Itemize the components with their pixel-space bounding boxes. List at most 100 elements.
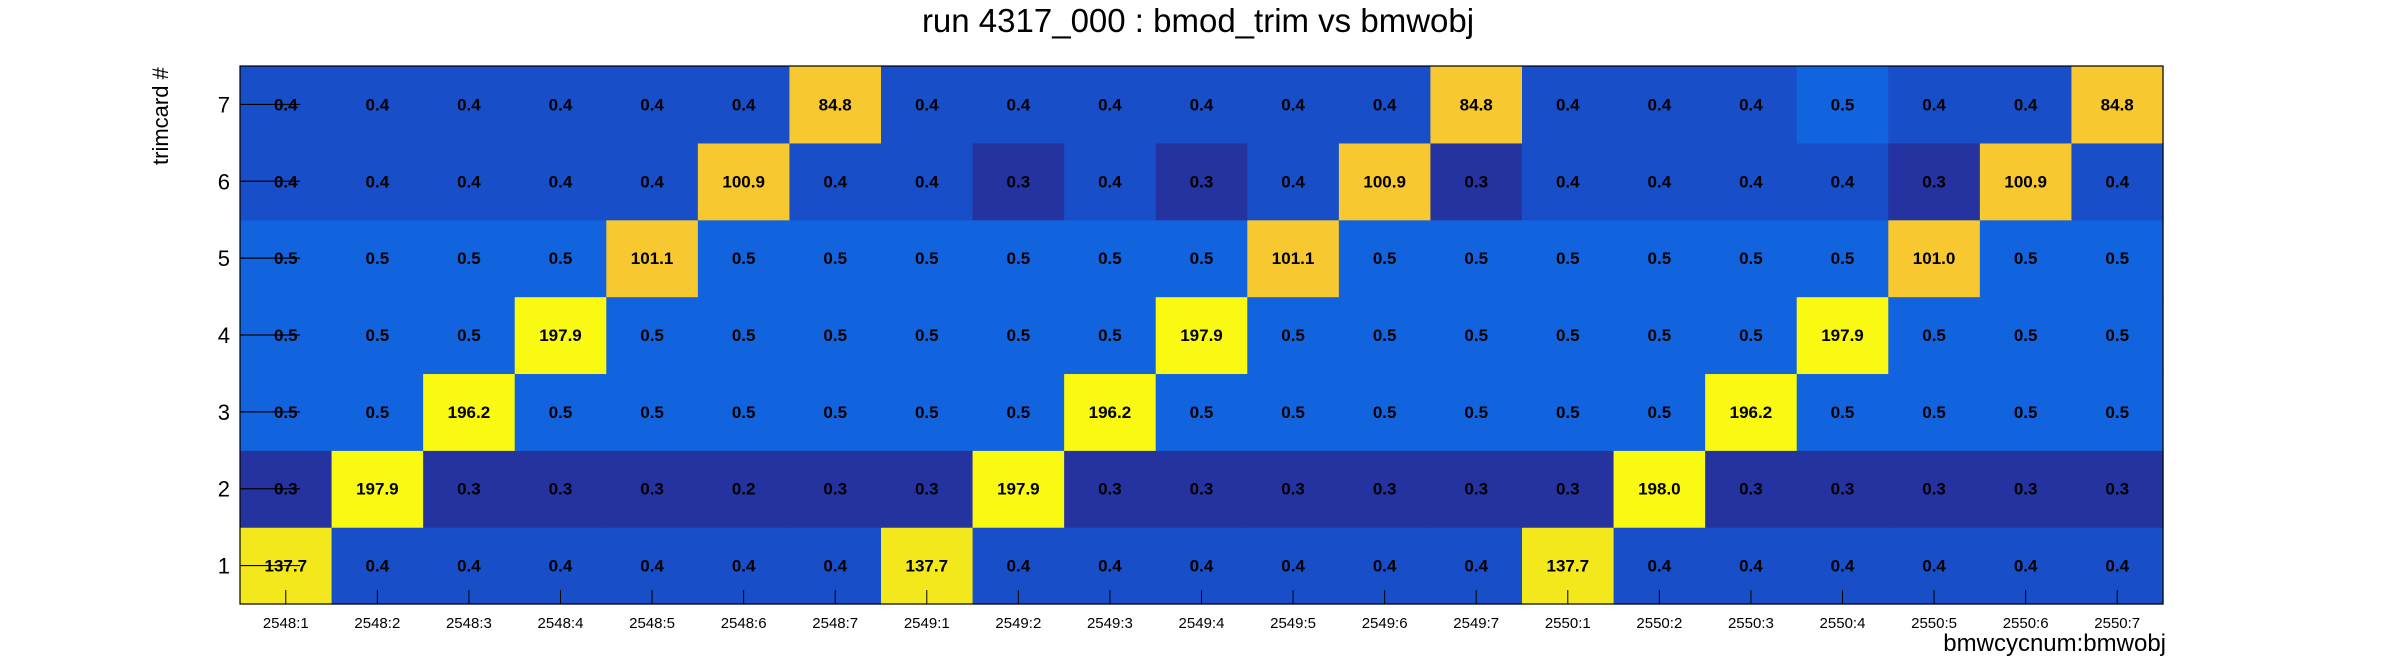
cell-value-label: 0.4 (640, 172, 664, 191)
heatmap-cell (1522, 450, 1615, 528)
heatmap-cell (1613, 219, 1706, 298)
cell-value-label: 0.3 (2014, 480, 2038, 499)
heatmap-cell (331, 296, 424, 375)
heatmap-cell (606, 450, 699, 528)
heatmap-cell (1979, 66, 2073, 144)
cell-value-label: 0.4 (1556, 172, 1580, 191)
cell-value-label: 0.5 (457, 326, 481, 345)
cell-value-label: 0.5 (1007, 403, 1031, 422)
x-tick-label: 2549:5 (1270, 615, 1316, 632)
heatmap-cell (972, 373, 1065, 451)
cell-value-label: 0.4 (457, 172, 481, 191)
cell-value-label: 0.4 (2105, 557, 2129, 576)
heatmap-cell (1705, 142, 1798, 221)
heatmap-cell (2071, 296, 2164, 375)
heatmap-cell (331, 142, 424, 221)
x-tick-label: 2548:7 (812, 615, 858, 632)
cell-value-label: 0.3 (2105, 480, 2129, 499)
heatmap-cell (2071, 66, 2164, 144)
cell-value-label: 0.5 (1190, 249, 1214, 268)
heatmap-cell (331, 219, 424, 298)
heatmap-cell (1155, 373, 1248, 451)
cell-value-label: 0.5 (1281, 326, 1305, 345)
cell-value-label: 0.4 (1281, 95, 1305, 114)
heatmap-cell (1338, 373, 1432, 451)
cell-value-label: 197.9 (997, 480, 1040, 499)
cell-value-label: 0.5 (1739, 249, 1763, 268)
cell-value-label: 0.4 (1556, 95, 1580, 114)
heatmap-cell (1613, 450, 1706, 528)
cell-value-label: 0.5 (1373, 403, 1397, 422)
cell-value-label: 0.5 (915, 403, 939, 422)
cell-value-label: 100.9 (2004, 172, 2047, 191)
cell-value-label: 0.4 (640, 557, 664, 576)
heatmap-cell (2071, 142, 2164, 221)
x-tick-label: 2549:4 (1179, 615, 1225, 632)
heatmap-cell (2071, 450, 2164, 528)
cell-value-label: 0.3 (1281, 480, 1305, 499)
y-tick-label: 3 (218, 400, 230, 425)
cell-value-label: 0.4 (457, 95, 481, 114)
y-tick-label: 4 (218, 323, 230, 348)
heatmap-cell (1888, 66, 1981, 144)
cell-value-label: 0.4 (1831, 172, 1855, 191)
cell-value-label: 198.0 (1638, 480, 1681, 499)
heatmap-cell (1796, 450, 1889, 528)
cell-value-label: 0.4 (732, 95, 756, 114)
cell-value-label: 0.5 (1556, 403, 1580, 422)
heatmap-cell (606, 373, 699, 451)
cell-value-label: 0.4 (1922, 557, 1946, 576)
heatmap-cell (1247, 373, 1340, 451)
heatmap-cell (1064, 219, 1157, 298)
heatmap-cell (606, 142, 699, 221)
heatmap-cell (1979, 373, 2073, 451)
cell-value-label: 0.5 (366, 249, 390, 268)
chart-title: run 4317_000 : bmod_trim vs bmwobj (921, 2, 1475, 39)
heatmap-cell (1247, 219, 1340, 298)
heatmap-cell (1338, 219, 1432, 298)
y-tick-label: 1 (218, 554, 230, 579)
y-tick-label: 2 (218, 477, 230, 502)
cell-value-label: 101.0 (1913, 249, 1956, 268)
heatmap-cell (1796, 373, 1889, 451)
cell-value-label: 0.5 (2014, 326, 2038, 345)
x-tick-label: 2550:7 (2094, 615, 2140, 632)
heatmap-cell (1796, 296, 1889, 375)
cell-value-label: 196.2 (448, 403, 491, 422)
x-tick-label: 2548:1 (263, 615, 309, 632)
cell-value-label: 0.5 (457, 249, 481, 268)
heatmap-cell (1064, 296, 1157, 375)
cell-value-label: 0.5 (1648, 403, 1672, 422)
heatmap-cell (423, 219, 516, 298)
heatmap-cell (789, 296, 882, 375)
heatmap-cell (1796, 66, 1889, 144)
cell-value-label: 0.3 (1739, 480, 1763, 499)
heatmap-cell (1888, 296, 1981, 375)
x-tick-label: 2550:4 (1820, 615, 1866, 632)
heatmap-cell (1338, 142, 1432, 221)
heatmap-cell (1430, 219, 1523, 298)
cell-value-label: 0.4 (1739, 172, 1763, 191)
cell-value-label: 0.5 (366, 403, 390, 422)
heatmap-cell (881, 219, 974, 298)
cell-value-label: 0.3 (1098, 480, 1122, 499)
heatmap-cell (1338, 296, 1432, 375)
cell-value-label: 0.5 (732, 326, 756, 345)
heatmap-cell (1705, 373, 1798, 451)
heatmap-cell (1064, 66, 1157, 144)
x-tick-label: 2550:5 (1911, 615, 1957, 632)
cell-value-label: 0.5 (915, 326, 939, 345)
cell-value-label: 137.7 (1547, 557, 1590, 576)
cell-value-label: 197.9 (1821, 326, 1864, 345)
x-tick-label: 2550:6 (2003, 615, 2049, 632)
cell-value-label: 0.4 (1190, 557, 1214, 576)
cell-value-label: 197.9 (356, 480, 399, 499)
heatmap-cell (1522, 66, 1615, 144)
cell-value-label: 0.4 (1190, 95, 1214, 114)
heatmap-cell (1613, 66, 1706, 144)
cell-value-label: 0.4 (1098, 95, 1122, 114)
cell-value-label: 0.3 (1190, 172, 1214, 191)
heatmap-cell (1979, 450, 2073, 528)
cell-value-label: 0.3 (457, 480, 481, 499)
cell-value-label: 0.5 (823, 249, 847, 268)
